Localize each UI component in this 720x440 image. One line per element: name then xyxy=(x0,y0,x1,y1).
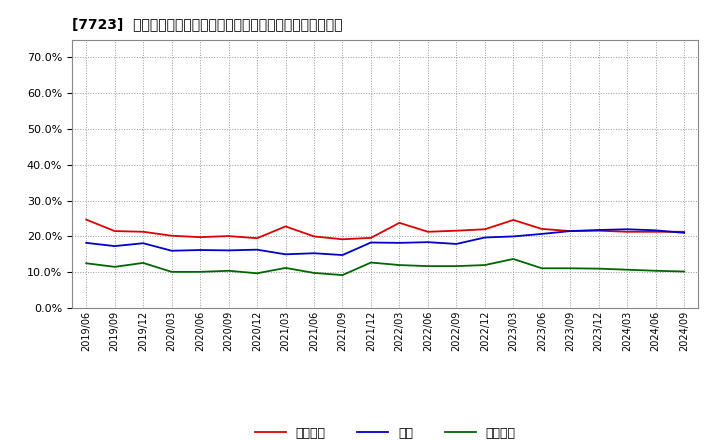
在庫 xyxy=(652,228,660,233)
売上債権 xyxy=(82,217,91,222)
Legend: 売上債権, 在庫, 買入債務: 売上債権, 在庫, 買入債務 xyxy=(255,427,516,440)
在庫 xyxy=(196,247,204,253)
在庫 xyxy=(366,240,375,245)
在庫 xyxy=(623,227,631,232)
在庫 xyxy=(423,239,432,245)
買入債務 xyxy=(167,269,176,275)
売上債権 xyxy=(338,237,347,242)
在庫 xyxy=(338,253,347,258)
買入債務 xyxy=(680,269,688,274)
Line: 売上債権: 売上債権 xyxy=(86,220,684,239)
売上債権 xyxy=(423,229,432,235)
在庫 xyxy=(110,243,119,249)
買入債務 xyxy=(480,262,489,268)
在庫 xyxy=(509,234,518,239)
買入債務 xyxy=(110,264,119,269)
買入債務 xyxy=(566,266,575,271)
在庫 xyxy=(82,240,91,246)
売上債権 xyxy=(395,220,404,225)
在庫 xyxy=(680,230,688,235)
Line: 在庫: 在庫 xyxy=(86,229,684,255)
買入債務 xyxy=(139,260,148,266)
買入債務 xyxy=(366,260,375,265)
買入債務 xyxy=(196,269,204,275)
在庫 xyxy=(253,247,261,252)
買入債務 xyxy=(310,270,318,275)
売上債権 xyxy=(167,233,176,238)
買入債務 xyxy=(82,260,91,266)
在庫 xyxy=(566,228,575,234)
在庫 xyxy=(225,248,233,253)
在庫 xyxy=(452,241,461,246)
買入債務 xyxy=(423,264,432,269)
売上債権 xyxy=(196,235,204,240)
買入債務 xyxy=(282,265,290,271)
売上債権 xyxy=(595,228,603,233)
買入債務 xyxy=(623,267,631,272)
売上債権 xyxy=(225,234,233,239)
在庫 xyxy=(480,235,489,240)
売上債権 xyxy=(366,235,375,241)
買入債務 xyxy=(537,266,546,271)
売上債権 xyxy=(680,229,688,235)
在庫 xyxy=(310,251,318,256)
在庫 xyxy=(595,227,603,233)
売上債権 xyxy=(623,229,631,235)
Text: [7723]  売上債権、在庫、買入債務の総資産に対する比率の推移: [7723] 売上債権、在庫、買入債務の総資産に対する比率の推移 xyxy=(72,18,343,32)
買入債務 xyxy=(652,268,660,273)
Line: 買入債務: 買入債務 xyxy=(86,259,684,275)
買入債務 xyxy=(395,262,404,268)
売上債権 xyxy=(282,224,290,229)
売上債権 xyxy=(509,217,518,223)
買入債務 xyxy=(253,271,261,276)
買入債務 xyxy=(509,257,518,262)
売上債権 xyxy=(310,234,318,239)
在庫 xyxy=(167,248,176,253)
在庫 xyxy=(282,252,290,257)
在庫 xyxy=(537,231,546,237)
売上債権 xyxy=(480,227,489,232)
売上債権 xyxy=(139,229,148,235)
売上債権 xyxy=(452,228,461,233)
売上債権 xyxy=(253,235,261,241)
買入債務 xyxy=(225,268,233,273)
在庫 xyxy=(139,241,148,246)
売上債権 xyxy=(566,228,575,234)
在庫 xyxy=(395,240,404,246)
売上債権 xyxy=(652,229,660,235)
買入債務 xyxy=(595,266,603,271)
買入債務 xyxy=(338,272,347,278)
売上債権 xyxy=(537,226,546,231)
売上債権 xyxy=(110,228,119,234)
買入債務 xyxy=(452,264,461,269)
